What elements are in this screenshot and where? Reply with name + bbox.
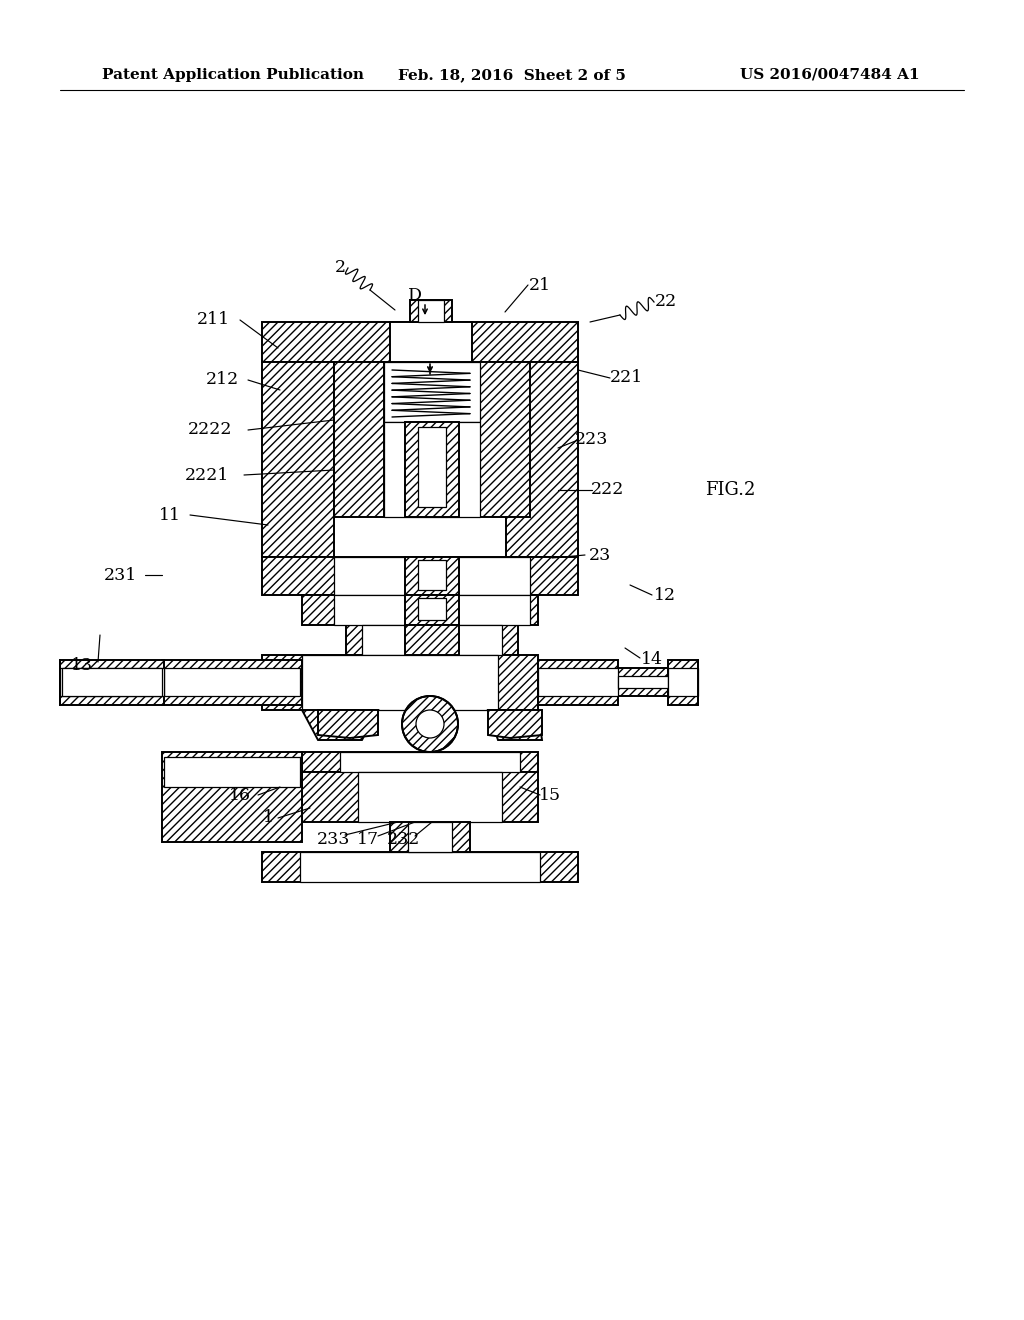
Text: FIG.2: FIG.2 xyxy=(705,480,755,499)
Text: 11: 11 xyxy=(159,507,181,524)
Bar xyxy=(164,756,300,787)
Text: 13: 13 xyxy=(71,656,93,673)
Bar xyxy=(262,322,578,362)
Text: 1: 1 xyxy=(262,809,273,826)
Bar xyxy=(300,851,540,882)
Text: 16: 16 xyxy=(229,787,251,804)
Text: 15: 15 xyxy=(539,787,561,804)
Bar xyxy=(384,362,480,422)
Bar xyxy=(358,772,502,822)
Text: 17: 17 xyxy=(357,832,379,849)
Bar xyxy=(60,668,164,696)
Bar xyxy=(668,660,698,705)
Bar xyxy=(362,624,502,655)
Text: US 2016/0047484 A1: US 2016/0047484 A1 xyxy=(740,69,920,82)
Bar xyxy=(262,362,334,557)
Bar xyxy=(60,660,164,705)
Bar xyxy=(302,772,538,822)
Bar xyxy=(538,660,618,705)
Bar xyxy=(346,624,518,655)
Circle shape xyxy=(402,696,458,752)
Text: 233: 233 xyxy=(316,832,349,849)
Bar xyxy=(418,426,446,507)
Bar xyxy=(384,422,480,517)
Polygon shape xyxy=(488,710,542,738)
Bar xyxy=(390,322,472,362)
Bar xyxy=(164,668,300,696)
Text: 2222: 2222 xyxy=(187,421,232,438)
Text: 22: 22 xyxy=(655,293,677,310)
Bar xyxy=(538,668,618,696)
Bar xyxy=(410,300,452,322)
Circle shape xyxy=(416,710,444,738)
Text: 211: 211 xyxy=(197,312,229,329)
Text: 221: 221 xyxy=(609,370,643,387)
Text: 23: 23 xyxy=(589,546,611,564)
Text: 232: 232 xyxy=(386,832,420,849)
Bar xyxy=(390,822,470,851)
Text: D: D xyxy=(408,286,422,304)
Bar xyxy=(506,362,578,557)
Bar xyxy=(262,655,538,710)
Bar xyxy=(262,557,578,595)
Text: 14: 14 xyxy=(641,652,663,668)
Bar xyxy=(406,422,459,517)
Bar xyxy=(408,822,452,851)
Text: Patent Application Publication: Patent Application Publication xyxy=(102,69,364,82)
Text: 21: 21 xyxy=(529,276,551,293)
Bar xyxy=(162,660,302,705)
Text: 12: 12 xyxy=(654,586,676,603)
Bar xyxy=(668,668,698,696)
Bar xyxy=(340,752,520,772)
Bar xyxy=(418,560,446,590)
Bar xyxy=(162,752,302,842)
Bar xyxy=(302,595,538,624)
Bar xyxy=(418,598,446,620)
Text: 222: 222 xyxy=(591,482,625,499)
Polygon shape xyxy=(302,710,378,741)
Bar xyxy=(334,362,384,517)
Polygon shape xyxy=(488,710,542,741)
Bar xyxy=(302,655,498,710)
Bar xyxy=(418,300,444,322)
Bar xyxy=(62,668,162,696)
Bar xyxy=(406,595,459,624)
Bar xyxy=(480,362,530,517)
Text: 231: 231 xyxy=(103,566,136,583)
Bar xyxy=(334,595,530,624)
Bar xyxy=(618,668,668,696)
Polygon shape xyxy=(318,710,378,738)
Bar xyxy=(334,557,530,595)
Bar xyxy=(262,851,578,882)
Text: Feb. 18, 2016  Sheet 2 of 5: Feb. 18, 2016 Sheet 2 of 5 xyxy=(398,69,626,82)
Bar xyxy=(302,752,538,772)
Bar xyxy=(406,557,459,595)
Text: 2: 2 xyxy=(335,260,345,276)
Text: 2221: 2221 xyxy=(184,466,229,483)
Text: 223: 223 xyxy=(575,432,608,449)
Text: 212: 212 xyxy=(206,371,239,388)
Bar xyxy=(618,676,668,688)
Bar xyxy=(406,624,459,655)
